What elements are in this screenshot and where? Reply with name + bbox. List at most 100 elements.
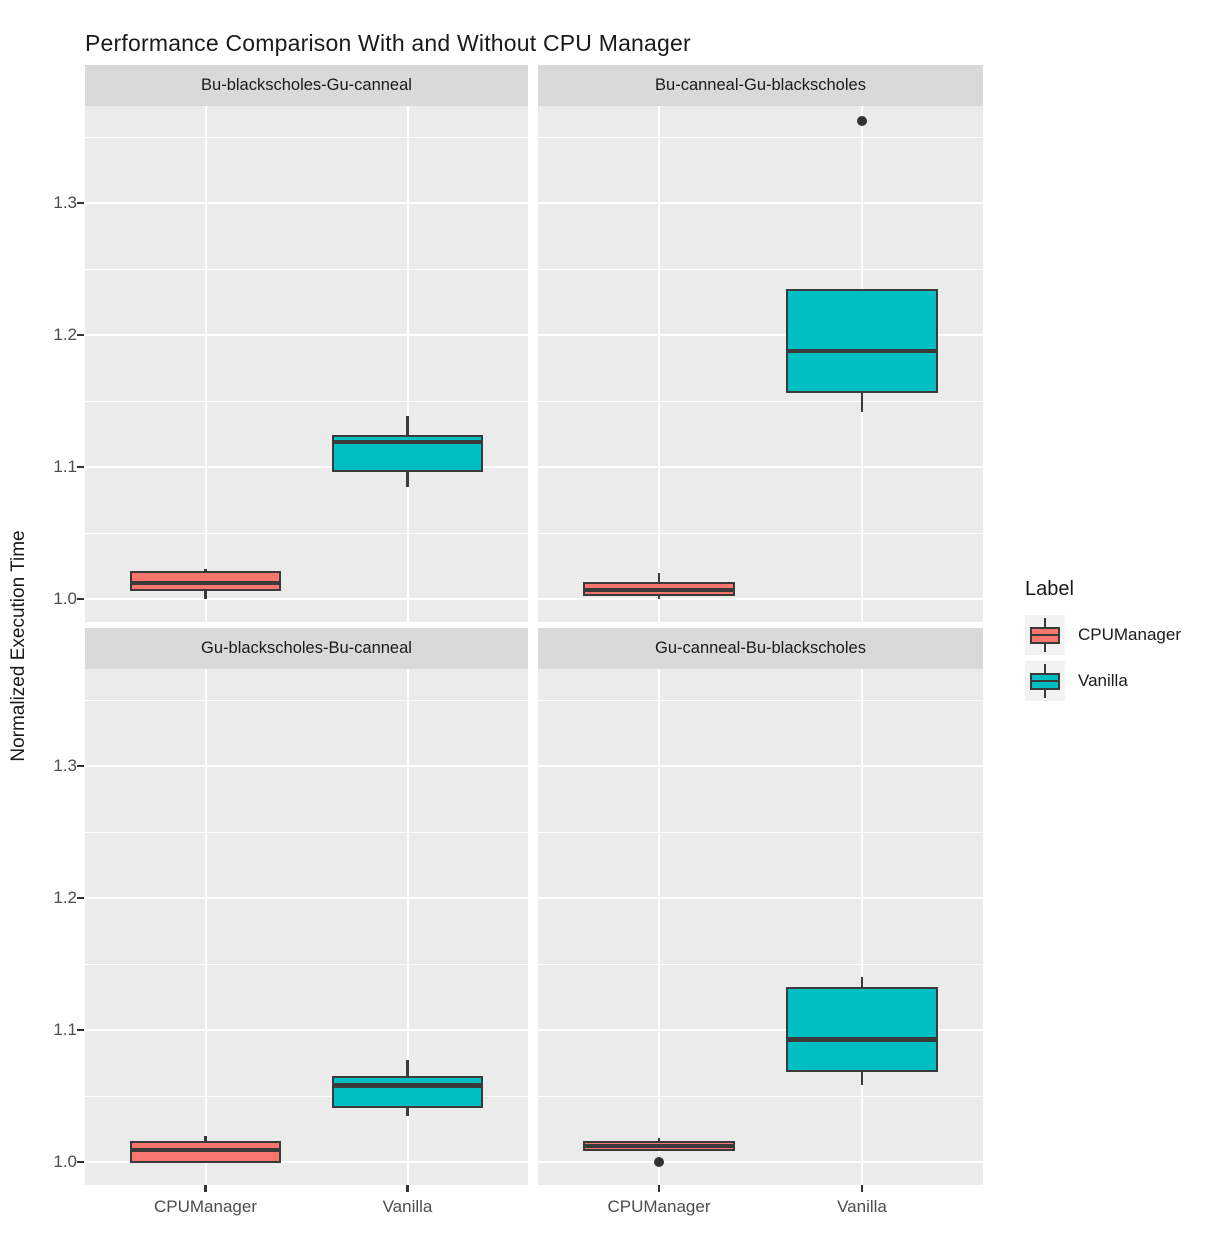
- facet-panel: [85, 106, 528, 622]
- boxplot-median: [584, 587, 734, 592]
- gridline-minor-h: [85, 532, 528, 534]
- outlier-point: [857, 116, 867, 127]
- gridline-major-h: [85, 598, 528, 600]
- y-tick-label: 1.3: [53, 193, 77, 212]
- legend-key-box-icon: [1030, 672, 1060, 690]
- boxplot-median: [333, 1083, 482, 1088]
- y-tick-mark: [77, 333, 84, 337]
- y-tick-mark: [77, 764, 84, 768]
- facet-strip: Gu-canneal-Bu-blackscholes: [538, 628, 983, 669]
- gridline-major-h: [538, 466, 983, 468]
- gridline-major-h: [85, 202, 528, 204]
- gridline-major-h: [85, 765, 528, 767]
- gridline-minor-h: [85, 136, 528, 138]
- x-tick-mark: [860, 1185, 864, 1192]
- facet-panel: [85, 669, 528, 1185]
- boxplot-box: [786, 986, 938, 1073]
- y-tick-mark: [77, 1028, 84, 1032]
- gridline-v: [861, 669, 863, 1185]
- gridline-major-h: [85, 334, 528, 336]
- x-tick-mark: [406, 1185, 409, 1192]
- facet-panel: [538, 669, 983, 1185]
- gridline-major-h: [85, 466, 528, 468]
- gridline-major-h: [85, 1029, 528, 1031]
- gridline-major-h: [538, 897, 983, 899]
- gridline-minor-h: [538, 831, 983, 833]
- x-tick-label: CPUManager: [154, 1197, 257, 1216]
- legend-keys: CPUManager Vanilla: [1009, 615, 1220, 701]
- gridline-minor-h: [85, 268, 528, 270]
- y-tick-label: 1.1: [53, 1020, 77, 1039]
- boxplot-median: [787, 348, 937, 354]
- legend-entry-label: Vanilla: [1078, 671, 1128, 690]
- y-tick-label: 1.0: [53, 589, 77, 608]
- gridline-minor-h: [85, 963, 528, 965]
- gridline-v: [406, 106, 409, 622]
- facet-panel: [538, 106, 983, 622]
- y-tick-label: 1.2: [53, 325, 77, 344]
- gridline-major-h: [538, 1029, 983, 1031]
- legend-key: [1025, 661, 1065, 701]
- gridline-major-h: [538, 765, 983, 767]
- gridline-major-h: [85, 1161, 528, 1163]
- y-tick-label: 1.1: [53, 457, 77, 476]
- y-tick-label: 1.0: [53, 1152, 77, 1171]
- y-tick-mark: [77, 597, 84, 601]
- gridline-v: [406, 669, 409, 1185]
- legend-title: Label: [1025, 578, 1074, 600]
- x-tick-mark: [657, 1185, 661, 1192]
- y-tick-label: 1.2: [53, 888, 77, 907]
- legend-key-median-icon: [1032, 633, 1058, 637]
- x-tick-label: Vanilla: [837, 1197, 887, 1216]
- gridline-v: [658, 106, 660, 622]
- gridline-minor-h: [538, 699, 983, 701]
- gridline-v: [204, 669, 207, 1185]
- gridline-minor-h: [85, 1095, 528, 1097]
- gridline-minor-h: [85, 699, 528, 701]
- y-tick-mark: [77, 896, 84, 900]
- y-tick-mark: [77, 201, 84, 205]
- facet-strip: Bu-blackscholes-Gu-canneal: [85, 65, 528, 106]
- gridline-minor-h: [538, 963, 983, 965]
- gridline-minor-h: [85, 400, 528, 402]
- gridline-minor-h: [538, 268, 983, 270]
- y-tick-mark: [77, 1160, 84, 1164]
- facet-strip: Bu-canneal-Gu-blackscholes: [538, 65, 983, 106]
- x-tick-label: CPUManager: [607, 1197, 711, 1216]
- legend-key-box-icon: [1030, 626, 1060, 644]
- gridline-minor-h: [538, 136, 983, 138]
- y-tick-mark: [77, 465, 84, 469]
- outlier-point: [654, 1157, 664, 1167]
- gridline-minor-h: [85, 831, 528, 833]
- x-tick-mark: [204, 1185, 207, 1192]
- gridline-major-h: [538, 334, 983, 336]
- boxplot-median: [131, 1147, 280, 1153]
- legend-key-median-icon: [1032, 679, 1058, 683]
- facet-strip: Gu-blackscholes-Bu-canneal: [85, 628, 528, 669]
- chart-title: Performance Comparison With and Without …: [85, 30, 691, 56]
- boxplot-box: [332, 1076, 483, 1108]
- gridline-v: [204, 106, 207, 622]
- boxplot-median: [131, 580, 280, 586]
- boxplot-median: [333, 439, 482, 445]
- gridline-minor-h: [538, 532, 983, 534]
- boxplot-box: [786, 288, 938, 394]
- gridline-minor-h: [538, 400, 983, 402]
- gridline-v: [658, 669, 660, 1185]
- boxplot-median: [787, 1037, 937, 1042]
- legend-entry: Vanilla: [1025, 661, 1220, 701]
- x-tick-label: Vanilla: [382, 1197, 433, 1216]
- y-tick-label: 1.3: [53, 756, 77, 775]
- gridline-major-h: [538, 202, 983, 204]
- y-axis-title: Normalized Execution Time: [8, 530, 29, 762]
- boxplot-median: [584, 1143, 734, 1149]
- legend-key: [1025, 615, 1065, 655]
- gridline-minor-h: [538, 1095, 983, 1097]
- gridline-major-h: [85, 897, 528, 899]
- legend: Label CPUManager Vanilla: [1009, 578, 1220, 707]
- gridline-major-h: [538, 1161, 983, 1163]
- legend-entry: CPUManager: [1025, 615, 1220, 655]
- legend-entry-label: CPUManager: [1078, 625, 1181, 644]
- gridline-major-h: [538, 598, 983, 600]
